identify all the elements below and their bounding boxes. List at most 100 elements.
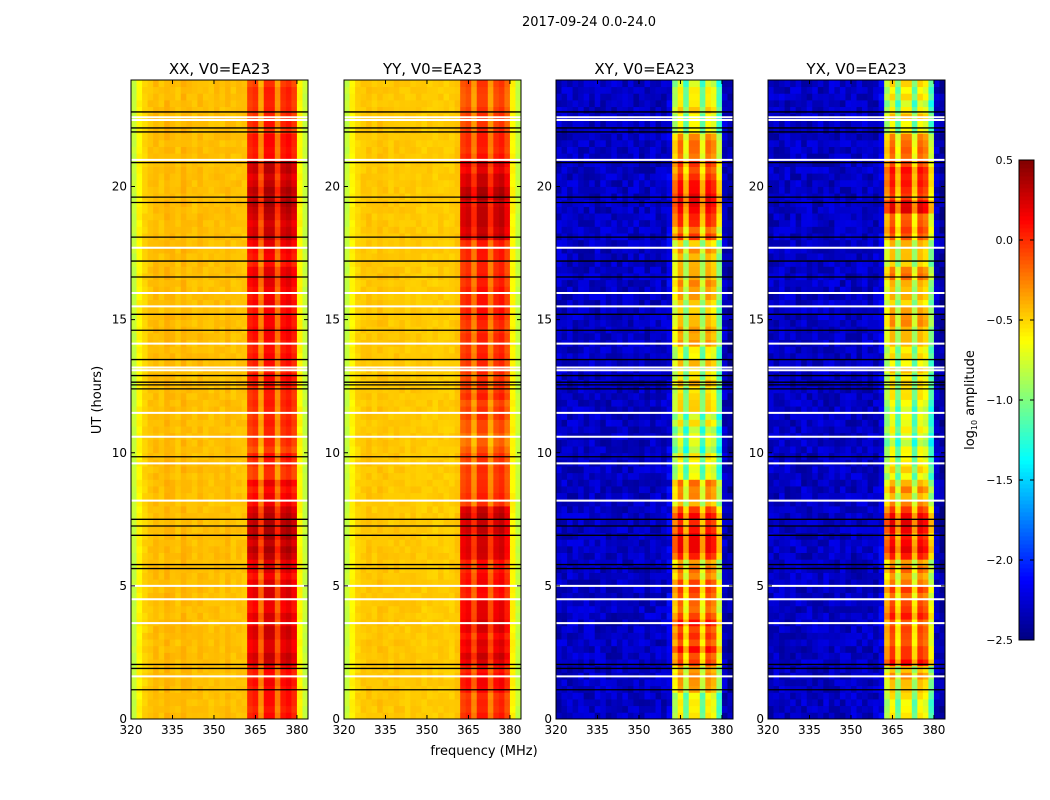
heatmap-cell bbox=[158, 286, 165, 294]
heatmap-cell bbox=[191, 139, 198, 147]
heatmap-cell bbox=[219, 652, 226, 660]
heatmap-cell bbox=[498, 539, 505, 547]
heatmap-cell bbox=[241, 492, 248, 500]
heatmap-cell bbox=[247, 352, 254, 360]
heatmap-cell bbox=[274, 612, 281, 620]
heatmap-cell bbox=[404, 632, 411, 640]
heatmap-cell bbox=[142, 246, 148, 254]
heatmap-cell bbox=[241, 439, 248, 447]
heatmap-cell bbox=[213, 93, 220, 101]
heatmap-cell bbox=[285, 572, 292, 580]
heatmap-cell bbox=[247, 679, 254, 687]
heatmap-cell bbox=[147, 519, 154, 527]
heatmap-cell bbox=[344, 419, 350, 427]
heatmap-cell bbox=[349, 585, 356, 593]
heatmap-cell bbox=[280, 346, 287, 354]
heatmap-cell bbox=[263, 312, 270, 321]
heatmap-cell bbox=[421, 665, 428, 673]
heatmap-cell bbox=[460, 419, 467, 427]
heatmap-cell bbox=[191, 173, 198, 181]
heatmap-cell bbox=[465, 599, 472, 607]
heatmap-cell bbox=[258, 506, 265, 514]
heatmap-cell bbox=[399, 532, 406, 540]
heatmap-cell bbox=[241, 80, 248, 88]
heatmap-cell bbox=[487, 426, 494, 434]
heatmap-cell bbox=[291, 446, 298, 454]
heatmap-cell bbox=[175, 253, 182, 261]
heatmap-cell bbox=[186, 153, 193, 161]
heatmap-cell bbox=[410, 506, 417, 514]
heatmap-cell bbox=[219, 219, 226, 227]
heatmap-cell bbox=[213, 139, 220, 147]
heatmap-cell bbox=[147, 512, 154, 520]
heatmap-cell bbox=[296, 166, 303, 174]
heatmap-cell bbox=[164, 146, 171, 154]
heatmap-cell bbox=[296, 179, 303, 187]
heatmap-cell bbox=[476, 359, 483, 367]
heatmap-cell bbox=[302, 332, 309, 340]
heatmap-cell bbox=[252, 699, 259, 707]
heatmap-cell bbox=[471, 525, 478, 534]
heatmap-cell bbox=[415, 692, 422, 700]
heatmap-cell bbox=[258, 639, 265, 647]
heatmap-cell bbox=[180, 332, 187, 340]
heatmap-cell bbox=[219, 512, 226, 520]
heatmap-cell bbox=[252, 559, 259, 567]
heatmap-cell bbox=[147, 379, 154, 387]
heatmap-cell bbox=[438, 352, 444, 360]
heatmap-cell bbox=[498, 625, 505, 633]
heatmap-cell bbox=[213, 399, 220, 407]
heatmap-cell bbox=[355, 479, 361, 487]
heatmap-cell bbox=[366, 572, 373, 580]
heatmap-cell bbox=[164, 705, 171, 713]
heatmap-cell bbox=[169, 299, 176, 307]
heatmap-cell bbox=[213, 539, 220, 547]
heatmap-cell bbox=[274, 253, 281, 261]
heatmap-cell bbox=[460, 532, 467, 540]
heatmap-cell bbox=[421, 479, 428, 487]
heatmap-cell bbox=[258, 179, 265, 187]
heatmap-cell bbox=[487, 692, 494, 700]
heatmap-cell bbox=[421, 565, 428, 573]
heatmap-cell bbox=[302, 159, 309, 167]
heatmap-cell bbox=[136, 392, 143, 400]
heatmap-cell bbox=[465, 539, 472, 547]
heatmap-cell bbox=[404, 545, 411, 553]
heatmap-cell bbox=[498, 572, 505, 580]
heatmap-cell bbox=[302, 80, 309, 88]
heatmap-cell bbox=[164, 472, 171, 480]
heatmap-cell bbox=[158, 159, 165, 167]
heatmap-cell bbox=[169, 346, 176, 354]
heatmap-cell bbox=[377, 499, 384, 507]
heatmap-cell bbox=[443, 559, 450, 567]
heatmap-cell bbox=[131, 392, 137, 400]
heatmap-cell bbox=[426, 392, 433, 400]
heatmap-cell bbox=[225, 239, 231, 247]
heatmap-cell bbox=[175, 612, 182, 620]
heatmap-cell bbox=[393, 479, 400, 487]
heatmap-cell bbox=[399, 639, 406, 647]
heatmap-cell bbox=[208, 93, 215, 101]
heatmap-cell bbox=[236, 699, 243, 707]
heatmap-cell bbox=[180, 412, 187, 420]
heatmap-cell bbox=[175, 179, 182, 187]
heatmap-cell bbox=[487, 412, 494, 420]
heatmap-cell bbox=[208, 199, 215, 207]
heatmap-cell bbox=[169, 286, 176, 294]
heatmap-cell bbox=[371, 525, 378, 534]
heatmap-cell bbox=[393, 665, 400, 673]
heatmap-cell bbox=[213, 106, 220, 114]
heatmap-cell bbox=[404, 392, 411, 400]
heatmap-cell bbox=[241, 293, 248, 301]
heatmap-cell bbox=[236, 133, 243, 141]
heatmap-cell bbox=[465, 605, 472, 613]
heatmap-cell bbox=[219, 259, 226, 267]
heatmap-cell bbox=[219, 319, 226, 327]
heatmap-cell bbox=[202, 565, 209, 573]
heatmap-cell bbox=[263, 206, 270, 214]
heatmap-cell bbox=[487, 352, 494, 360]
heatmap-cell bbox=[498, 406, 505, 414]
heatmap-cell bbox=[377, 519, 384, 527]
heatmap-cell bbox=[426, 625, 433, 633]
heatmap-cell bbox=[252, 665, 259, 673]
